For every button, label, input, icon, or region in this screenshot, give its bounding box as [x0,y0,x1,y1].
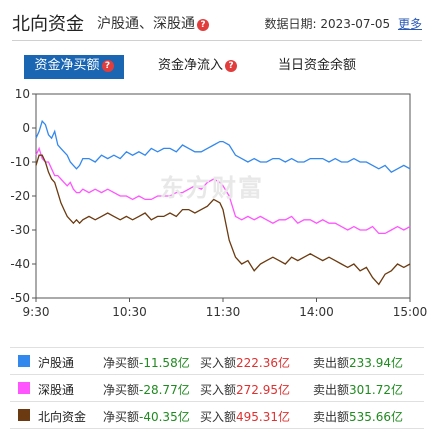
y-tick-label: 10 [15,87,30,101]
y-tick-label: 0 [22,121,30,135]
net-label: 净买额 [103,410,140,424]
legend-swatch [18,355,30,367]
legend-swatch [18,382,30,394]
legend-row-north: 北向资金 净买额-40.35亿 买入额495.31亿 卖出额535.66亿 [10,402,424,429]
legend-sell: 卖出额535.66亿 [313,408,403,425]
legend-name: 北向资金 [38,410,87,424]
x-tick-label: 11:30 [206,305,241,319]
y-tick-label: -30 [10,223,30,237]
y-tick-label: -20 [10,189,30,203]
active-tab-indicator [24,77,124,79]
tab-net-buy-label: 资金净买额 [34,58,100,73]
net-label: 净买额 [103,383,140,397]
page-subtitle: 沪股通、深股通? [97,13,209,33]
net-label: 净买额 [103,356,140,370]
net-buy-chart: 10 0 -10 -20 -30 -40 -509:30 10:30 11:30 14:00 15:… [10,87,428,319]
legend-swatch [18,409,30,421]
buy-value: 495.31亿 [236,410,291,424]
page-title: 北向资金 [12,14,84,35]
buy-label: 买入额 [200,383,237,397]
tab-net-inflow[interactable]: 资金净流入? [158,55,238,77]
buy-value: 272.95亿 [236,383,291,397]
watermark: 东方财富 [160,174,264,202]
series-line-1 [35,119,411,174]
tab-net-buy[interactable]: 资金净买额? [24,55,124,77]
date-value: 2023-07-05 [320,17,391,31]
legend-net: 净买额-40.35亿 [103,408,190,425]
buy-label: 买入额 [200,356,237,370]
y-tick-label: -40 [10,257,30,271]
sell-value: 535.66亿 [349,410,404,424]
sell-label: 卖出额 [313,356,350,370]
legend-table: 沪股通 净买额-11.58亿 买入额222.36亿 卖出额233.94亿 深股通… [10,347,424,429]
x-tick-label: 9:30 [23,305,50,319]
legend-sell: 卖出额233.94亿 [313,354,403,371]
sell-label: 卖出额 [313,383,350,397]
legend-name: 深股通 [38,383,75,397]
tab-daily-balance-label: 当日资金余额 [278,58,357,73]
legend-buy: 买入额272.95亿 [200,381,290,398]
sell-value: 233.94亿 [349,356,404,370]
legend-sell: 卖出额301.72亿 [313,381,403,398]
y-tick-label: -50 [10,291,30,305]
net-value: -11.58亿 [139,356,190,370]
sell-label: 卖出额 [313,410,350,424]
legend-net: 净买额-28.77亿 [103,381,190,398]
buy-label: 买入额 [200,410,237,424]
legend-net: 净买额-11.58亿 [103,354,190,371]
series-line-2 [35,146,411,235]
tab-net-inflow-label: 资金净流入 [158,58,224,73]
date-label: 数据日期: [264,17,317,31]
date-info: 数据日期: 2023-07-05 更多 [265,15,422,32]
header-divider [12,40,422,41]
legend-row-sz: 深股通 净买额-28.77亿 买入额272.95亿 卖出额301.72亿 [10,375,424,402]
net-value: -40.35亿 [139,410,190,424]
buy-value: 222.36亿 [236,356,291,370]
legend-row-sh: 沪股通 净买额-11.58亿 买入额222.36亿 卖出额233.94亿 [10,348,424,375]
help-icon[interactable]: ? [101,60,114,72]
more-link[interactable]: 更多 [397,17,422,31]
x-tick-label: 10:30 [112,305,147,319]
series-line-3 [35,154,411,286]
legend-buy: 买入额222.36亿 [200,354,290,371]
help-icon[interactable]: ? [197,19,209,31]
y-tick-label: -10 [10,155,30,169]
subtitle-text: 沪股通、深股通 [97,16,195,32]
tab-daily-balance[interactable]: 当日资金余额 [278,55,356,77]
legend-name: 沪股通 [38,356,75,370]
help-icon[interactable]: ? [225,60,238,72]
x-tick-label: 14:00 [299,305,334,319]
net-value: -28.77亿 [139,383,190,397]
legend-buy: 买入额495.31亿 [200,408,290,425]
x-tick-label: 15:00 [393,305,428,319]
sell-value: 301.72亿 [349,383,404,397]
